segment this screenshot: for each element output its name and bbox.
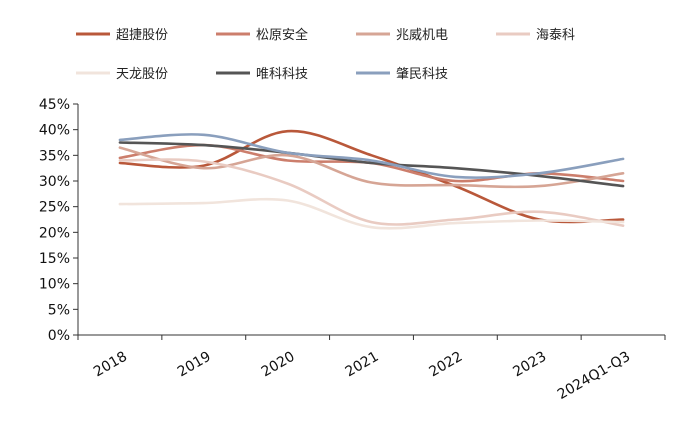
y-tick-label: 15% [39, 251, 70, 267]
y-tick-label: 5% [48, 302, 70, 318]
series-lines [118, 129, 625, 230]
legend-label: 天龙股份 [116, 67, 168, 82]
legend-item: 超捷股份 [76, 28, 168, 43]
legend-label: 肇民科技 [396, 67, 448, 82]
legend-label: 唯科科技 [256, 67, 308, 82]
legend-item: 松原安全 [216, 27, 308, 43]
x-tick-label: 2018 [91, 349, 130, 381]
y-tick-label: 30% [39, 174, 70, 190]
y-tick-label: 25% [39, 200, 70, 216]
x-tick-label: 2021 [343, 349, 382, 381]
legend-item: 天龙股份 [76, 67, 168, 82]
series-line [118, 133, 625, 179]
legend-item: 海泰科 [496, 28, 575, 43]
legend-item: 唯科科技 [216, 67, 308, 82]
x-tick-label: 2019 [175, 349, 214, 381]
legend-item: 肇民科技 [356, 67, 448, 82]
series-line [118, 158, 625, 227]
legend-label: 松原安全 [256, 27, 308, 43]
y-tick-label: 35% [39, 148, 70, 164]
legend-label: 兆威机电 [396, 28, 448, 43]
legend-label: 海泰科 [536, 28, 575, 43]
y-tick-label: 10% [39, 277, 70, 293]
series-line [118, 146, 625, 189]
y-tick-label: 20% [39, 225, 70, 241]
series-line [118, 141, 625, 188]
series-line [118, 197, 625, 230]
x-tick-label: 2020 [259, 349, 298, 381]
y-tick-label: 45% [39, 97, 70, 113]
legend-label: 超捷股份 [116, 28, 168, 43]
x-tick-label: 2024Q1-Q3 [555, 349, 633, 403]
y-tick-label: 40% [39, 123, 70, 139]
legend-item: 兆威机电 [356, 28, 448, 43]
y-tick-label: 0% [48, 328, 70, 344]
x-tick-label: 2023 [510, 349, 549, 381]
x-tick-label: 2022 [426, 349, 465, 381]
